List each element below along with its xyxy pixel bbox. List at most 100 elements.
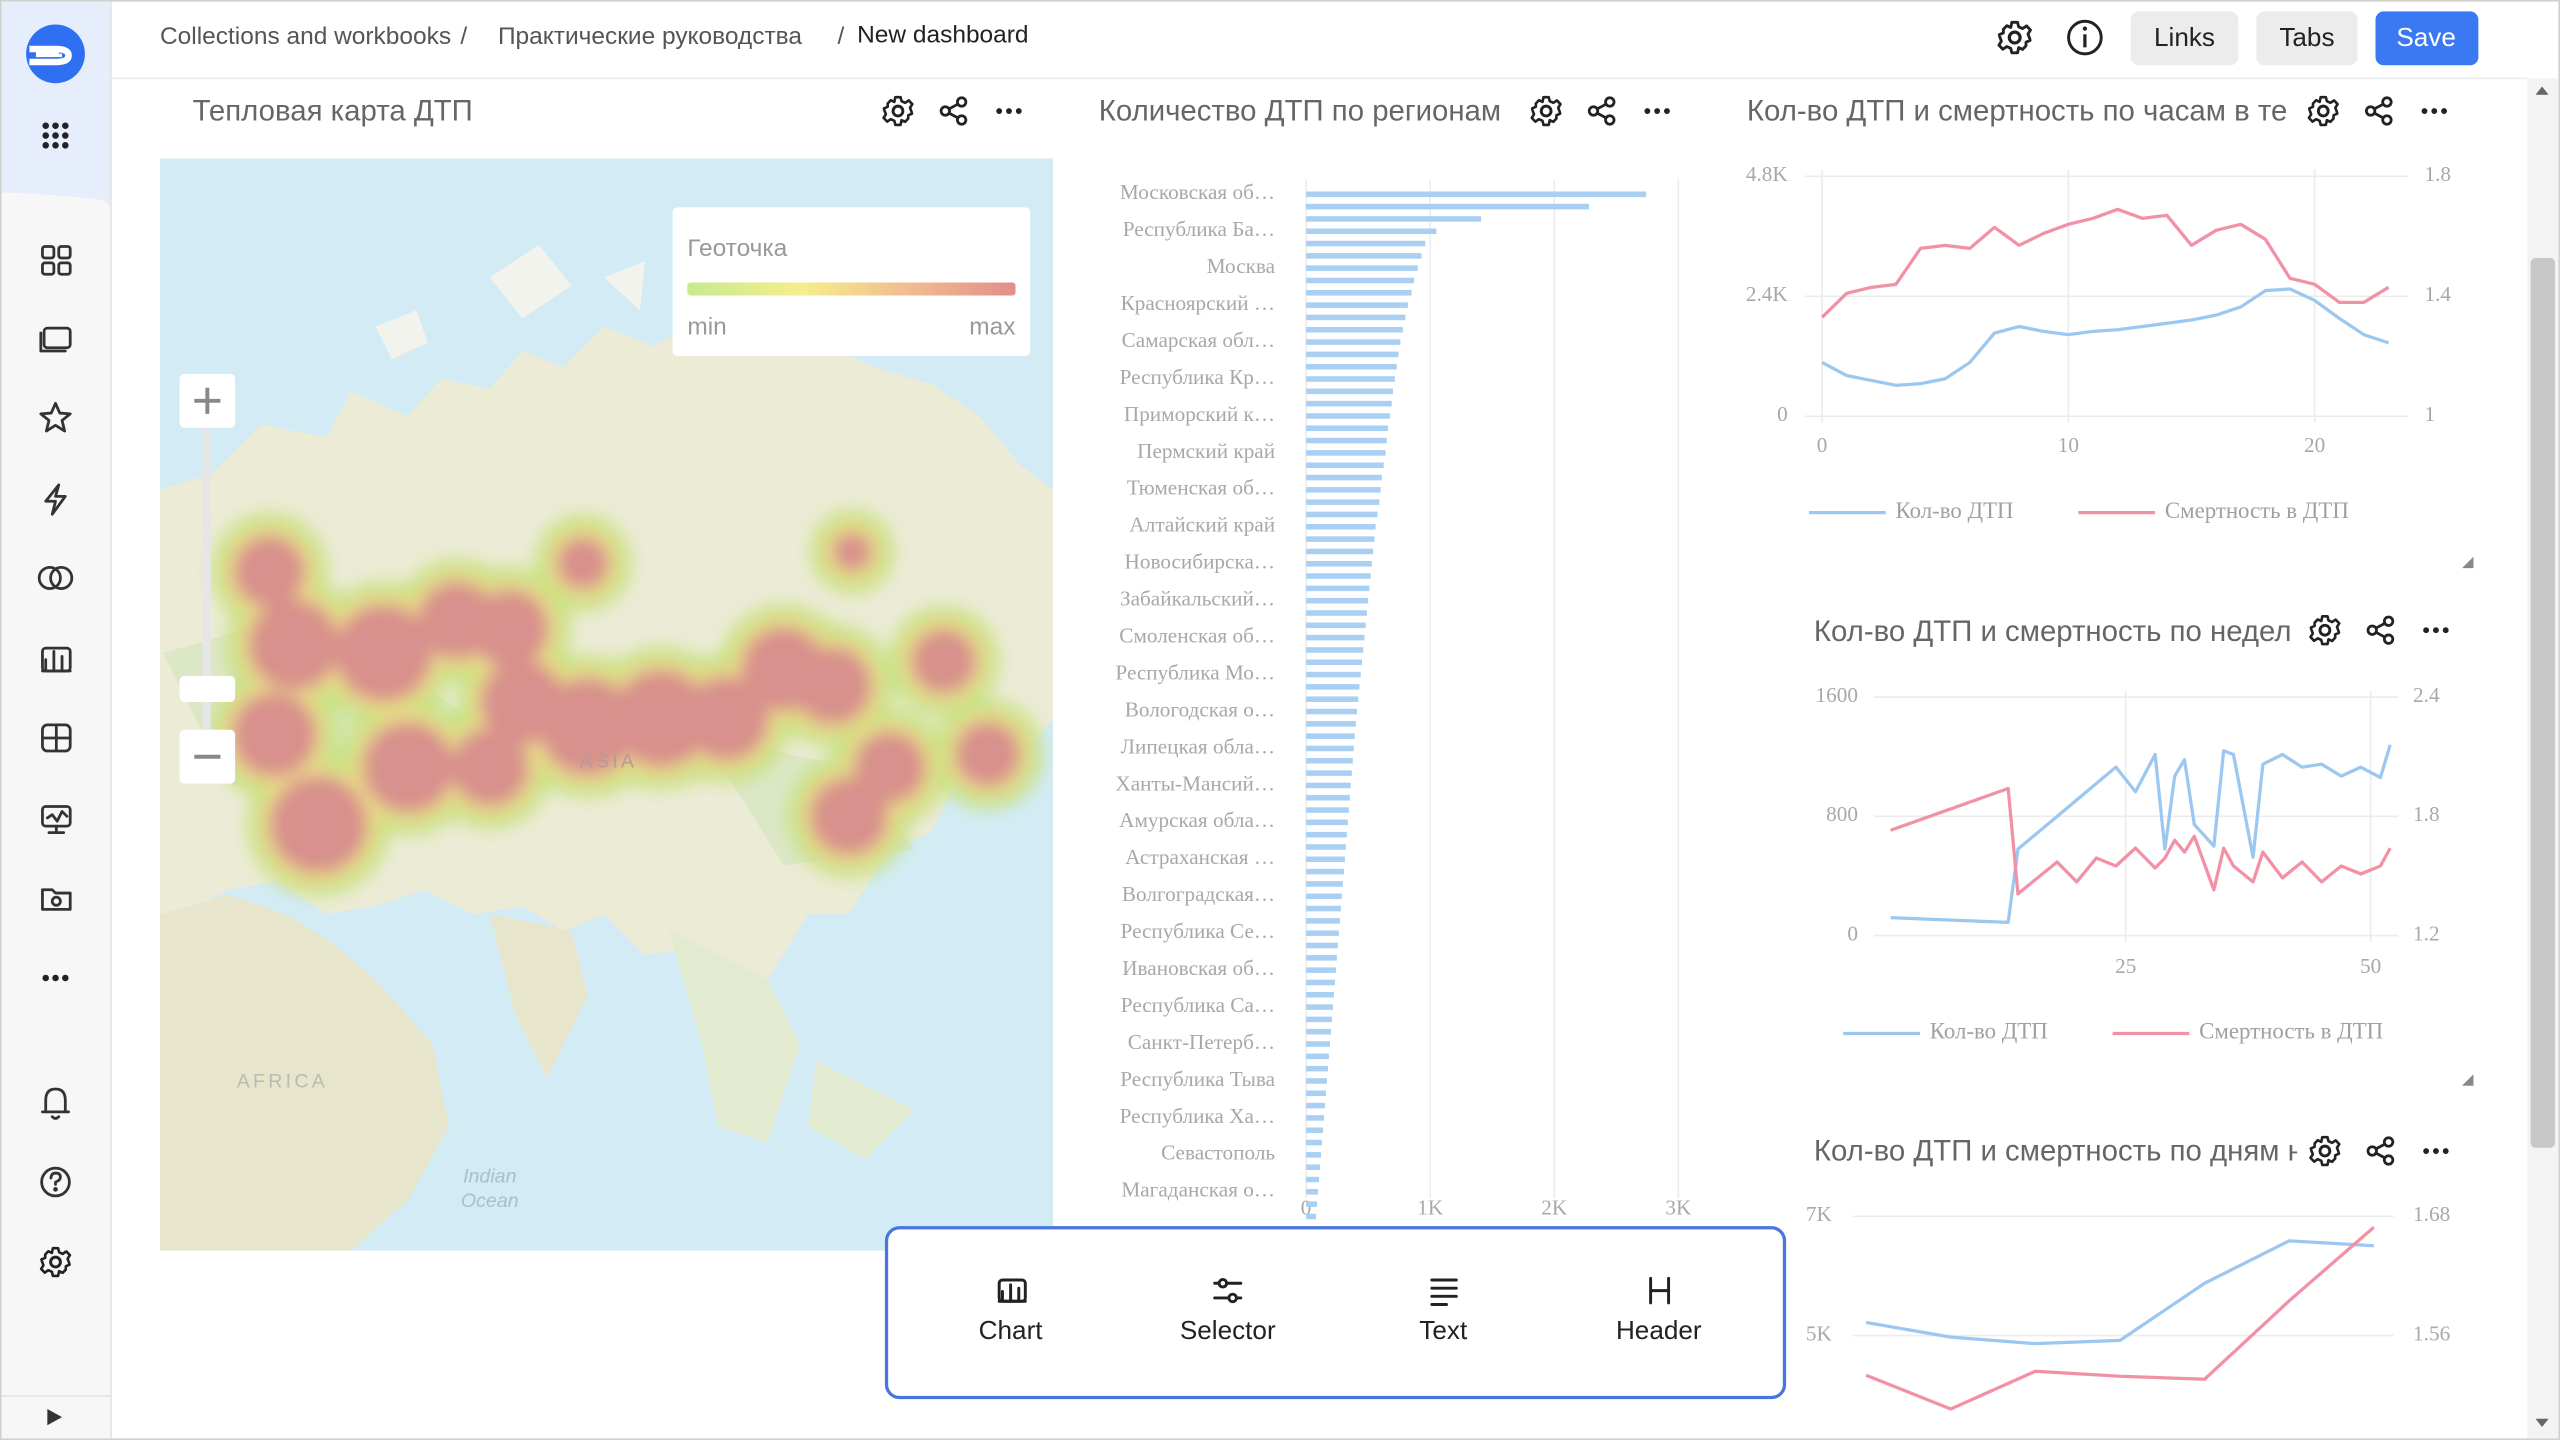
y2-tick-label: 1.56	[2413, 1321, 2450, 1345]
heat-core	[793, 646, 872, 725]
y-tick-label: Московская об…	[1120, 180, 1275, 204]
legend-label[interactable]: Кол-во ДТП	[1896, 498, 2014, 523]
heat-core	[538, 677, 637, 776]
add-header[interactable]: Header	[1616, 1315, 1702, 1345]
y-tick-label: Республика Са…	[1121, 993, 1275, 1017]
charts-icon[interactable]	[41, 646, 72, 673]
y-tick-label: Магаданская о…	[1121, 1178, 1275, 1202]
y-tick-label: 5K	[1806, 1321, 1833, 1345]
bar	[1306, 499, 1380, 505]
sidebar	[1, 1, 112, 1439]
datasets-icon[interactable]	[37, 565, 74, 590]
connections-icon[interactable]	[44, 483, 67, 516]
files-icon[interactable]	[41, 888, 72, 911]
bar	[1306, 585, 1370, 592]
help-icon[interactable]	[40, 1166, 71, 1198]
tabs-button-label[interactable]: Tabs	[2279, 22, 2334, 52]
bar	[1306, 1189, 1319, 1195]
widget-menu[interactable]	[2423, 627, 2449, 634]
y2-tick-label: 1.8	[2424, 162, 2451, 186]
y2-tick-label: 1.68	[2413, 1202, 2450, 1226]
breadcrumb-separator: /	[838, 23, 845, 50]
breadcrumb-separator: /	[460, 23, 467, 50]
add-chart[interactable]: Chart	[979, 1315, 1044, 1345]
bar	[1306, 856, 1345, 863]
scrollbar-thumb[interactable]	[2530, 257, 2556, 1148]
logo[interactable]	[26, 24, 85, 84]
land-arctic	[375, 244, 784, 360]
y2-tick-label: 1	[2424, 402, 2435, 426]
bar	[1306, 326, 1403, 333]
bar	[1306, 363, 1397, 370]
heat-core	[248, 599, 340, 691]
x-tick-label: 50	[2360, 954, 2381, 978]
y-tick-label: Красноярский …	[1121, 291, 1276, 315]
breadcrumb-current: New dashboard	[857, 21, 1028, 48]
save-button-label[interactable]: Save	[2396, 22, 2456, 52]
land-india	[489, 914, 588, 1078]
notifications-icon[interactable]	[41, 1087, 70, 1120]
series-line	[1890, 786, 2392, 896]
widget-title: Количество ДТП по регионам	[1099, 94, 1501, 127]
favorites-icon[interactable]	[39, 401, 72, 433]
text-item-icon	[1430, 1278, 1458, 1306]
dashboards-icon[interactable]	[41, 723, 72, 753]
y-tick-label: Забайкальский…	[1120, 587, 1275, 611]
bar	[1306, 191, 1647, 198]
widget-menu[interactable]	[2423, 1148, 2449, 1154]
info-button[interactable]	[2067, 19, 2103, 56]
legend-label[interactable]: Смертность в ДТП	[2199, 1019, 2383, 1044]
heat-layer	[208, 509, 1044, 897]
widget-title: Кол-во ДТП и смертность по часам в те	[1747, 94, 2287, 127]
bar	[1306, 622, 1366, 629]
toolbar-bg	[2295, 83, 2464, 139]
zoom-handle[interactable]	[179, 675, 236, 703]
y-tick-label: Алтайский край	[1129, 513, 1275, 537]
bar	[1306, 400, 1392, 407]
workbooks-icon[interactable]	[39, 326, 72, 353]
widget-title: Тепловая карта ДТП	[193, 94, 473, 127]
zoom-track	[202, 421, 211, 732]
breadcrumb[interactable]: Практические руководства	[498, 23, 802, 50]
widget-menu[interactable]	[996, 108, 1022, 114]
legend-label[interactable]: Смертность в ДТП	[2165, 498, 2349, 523]
bar	[1306, 388, 1393, 395]
links-button-label[interactable]: Links	[2154, 22, 2215, 52]
widget-menu[interactable]	[2421, 108, 2448, 114]
x-tick-label: 2K	[1541, 1196, 1568, 1220]
scrollbar	[2527, 78, 2559, 1439]
collections-icon[interactable]	[41, 245, 72, 276]
expand-sidebar[interactable]	[47, 1408, 63, 1426]
chart-item-icon	[997, 1278, 1027, 1303]
heat-core	[231, 692, 317, 778]
widget-menu[interactable]	[1644, 108, 1670, 114]
bar	[1306, 437, 1387, 444]
resize-handle[interactable]	[2462, 1074, 2474, 1086]
reports-icon[interactable]	[41, 805, 72, 835]
y-tick-label: 2.4K	[1746, 282, 1789, 306]
more-icon[interactable]	[42, 974, 69, 982]
y-tick-label: Новосибирска…	[1125, 550, 1276, 574]
breadcrumb[interactable]: Collections and workbooks	[160, 23, 451, 50]
header: Collections and workbooks / Практические…	[111, 11, 2528, 80]
legend-min: min	[687, 314, 726, 341]
bar	[1306, 376, 1395, 382]
y-tick-label: Смоленская об…	[1119, 624, 1275, 648]
save-button[interactable]	[2375, 11, 2479, 66]
links-button[interactable]	[2130, 11, 2239, 66]
tabs-button[interactable]	[2256, 11, 2358, 66]
bar	[1306, 610, 1367, 616]
heat-core	[362, 721, 454, 814]
heat-core	[334, 604, 433, 703]
bar	[1306, 733, 1355, 739]
bar	[1306, 1004, 1333, 1010]
legend-label[interactable]: Кол-во ДТП	[1930, 1019, 2048, 1044]
heat-core	[269, 775, 368, 874]
map-label: AFRICA	[237, 1071, 328, 1093]
map-label: ASIA	[580, 751, 638, 773]
bar	[1306, 1115, 1324, 1121]
apps-icon[interactable]	[42, 122, 69, 149]
add-selector[interactable]: Selector	[1180, 1315, 1276, 1345]
add-text[interactable]: Text	[1419, 1315, 1468, 1345]
